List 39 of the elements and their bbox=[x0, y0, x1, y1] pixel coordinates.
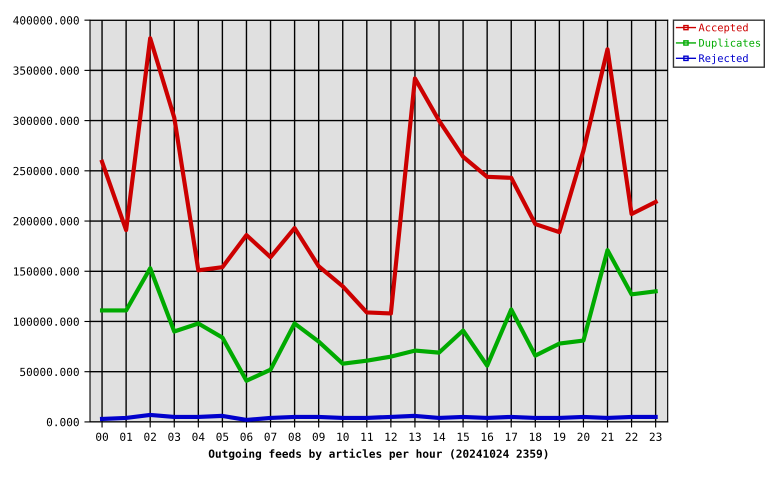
x-tick-label: 23 bbox=[650, 432, 662, 441]
legend-label: Accepted bbox=[698, 23, 748, 34]
x-tick-label: 07 bbox=[264, 432, 276, 441]
x-tick-label: 10 bbox=[337, 432, 349, 441]
legend-label: Duplicates bbox=[699, 38, 760, 49]
x-tick-label: 20 bbox=[578, 432, 590, 441]
y-tick-label: 100000.000 bbox=[14, 317, 79, 326]
x-tick-label: 19 bbox=[554, 432, 566, 441]
x-tick-label: 08 bbox=[288, 432, 301, 441]
y-tick-label: 300000.000 bbox=[13, 116, 79, 126]
y-tick-label: 350000.000 bbox=[13, 66, 79, 75]
line-series bbox=[100, 36, 658, 316]
line-series bbox=[100, 248, 658, 383]
x-tick-label: 14 bbox=[434, 432, 446, 441]
x-tick-label: 18 bbox=[530, 432, 542, 441]
x-tick-label: 13 bbox=[410, 432, 421, 441]
y-tick-label: 250000.000 bbox=[14, 166, 79, 176]
x-tick-label: 22 bbox=[626, 432, 638, 441]
y-tick-label: 400000.000 bbox=[13, 16, 79, 25]
y-tick-label: 50000.000 bbox=[20, 368, 79, 376]
x-tick-label: 16 bbox=[482, 432, 494, 441]
x-tick-label: 21 bbox=[602, 432, 614, 441]
x-tick-label: 02 bbox=[144, 432, 156, 441]
x-tick-label: 01 bbox=[120, 432, 132, 441]
x-tick-label: 04 bbox=[192, 432, 204, 441]
x-axis-title: Outgoing feeds by articles per hour (20241024 2359) bbox=[208, 448, 548, 460]
x-tick-label: 03 bbox=[168, 432, 180, 441]
x-tick-label: 12 bbox=[386, 432, 397, 441]
x-tick-label: 11 bbox=[361, 432, 373, 441]
legend-label: Rejected bbox=[699, 54, 748, 64]
x-tick-label: 09 bbox=[312, 432, 325, 441]
y-tick-label: 0.000 bbox=[46, 418, 79, 426]
x-tick-label: 06 bbox=[240, 432, 252, 441]
y-tick-label: 200000.000 bbox=[14, 217, 79, 226]
x-tick-label: 05 bbox=[216, 432, 228, 441]
x-tick-label: 00 bbox=[96, 432, 108, 441]
x-tick-label: 17 bbox=[506, 432, 518, 441]
y-tick-label: 150000.000 bbox=[14, 267, 79, 276]
x-tick-label: 15 bbox=[458, 432, 469, 441]
